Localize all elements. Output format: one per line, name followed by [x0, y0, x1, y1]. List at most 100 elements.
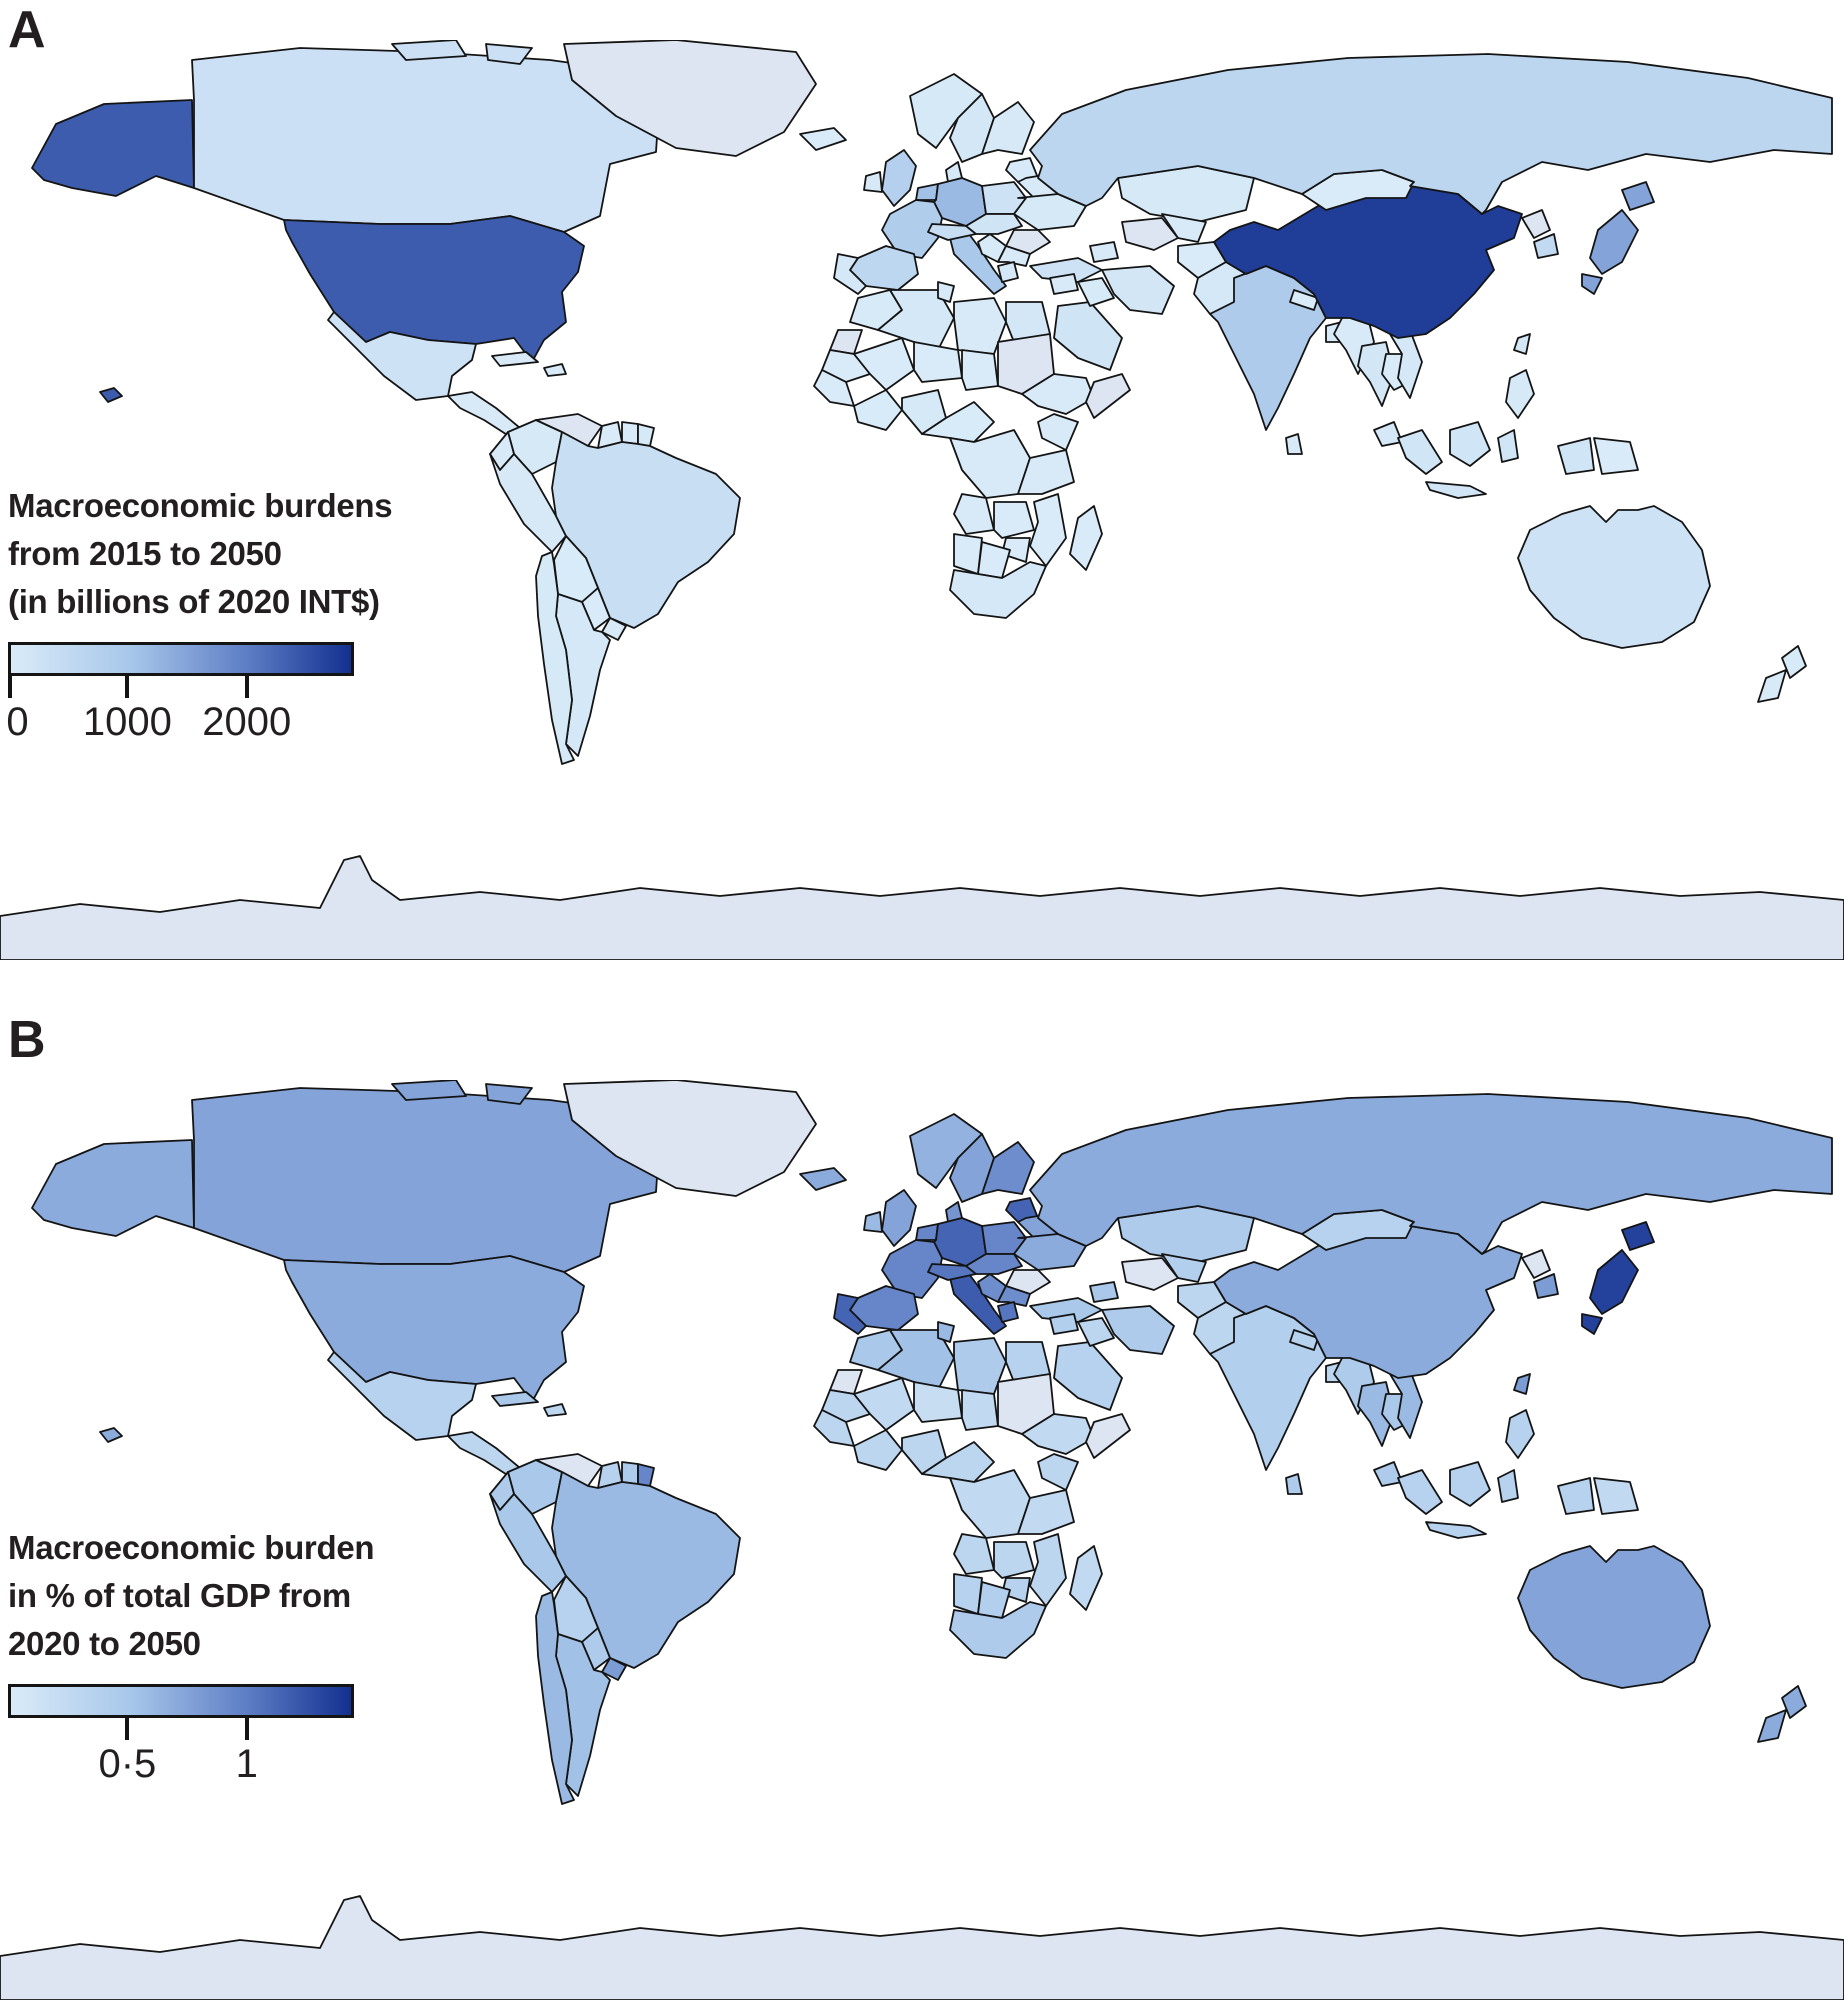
region-iceland [799, 1167, 847, 1191]
region-finland [981, 101, 1035, 155]
region-angola [953, 493, 995, 535]
region-peru [489, 1493, 567, 1593]
panel-b-label: B [8, 1011, 46, 1069]
region-cuba [491, 1391, 539, 1407]
region-nkorea [1521, 1249, 1551, 1279]
region-greenland [563, 1080, 817, 1197]
region-skorea [1533, 233, 1559, 259]
panel-b-legend: Macroeconomic burden in % of total GDP f… [8, 1524, 468, 1792]
panel-a-legend-title-line1: Macroeconomic burdens [8, 487, 393, 524]
region-turkmenistan [1121, 1257, 1179, 1291]
region-caucasus [1089, 241, 1119, 263]
panel-b-colorbar-wrap: 0·5 1 [8, 1684, 354, 1792]
region-tunisia [937, 1321, 955, 1343]
region-russia [1029, 1093, 1833, 1255]
panel-b-legend-title: Macroeconomic burden in % of total GDP f… [8, 1524, 468, 1668]
region-zambia [993, 501, 1035, 539]
region-somalia [1085, 373, 1131, 419]
region-kenya [1037, 1453, 1079, 1491]
region-japan2 [1589, 209, 1639, 275]
region-nz1 [1781, 1685, 1807, 1719]
region-chile [535, 1591, 575, 1805]
region-niger [913, 1381, 963, 1423]
region-ireland [863, 171, 883, 193]
region-somalia [1085, 1413, 1131, 1459]
region-iran [1101, 1305, 1175, 1355]
region-hispaniola [543, 363, 567, 377]
region-syria [1049, 1313, 1079, 1335]
region-netherlands [915, 183, 939, 201]
region-uk [881, 149, 917, 207]
region-namibia [953, 533, 983, 575]
region-hawaii [99, 387, 123, 403]
region-nz2 [1757, 1709, 1787, 1743]
region-arctic2 [485, 43, 533, 65]
region-romania [1005, 229, 1051, 255]
region-ethiopia [1021, 373, 1095, 415]
region-switzerland [927, 223, 977, 241]
region-tanzania [1017, 1489, 1075, 1535]
region-greece [997, 261, 1019, 283]
colorbar-tick [125, 676, 130, 698]
region-kenya [1037, 413, 1079, 451]
region-switzerland [927, 1263, 977, 1281]
region-peru [489, 453, 567, 553]
region-iraq [1077, 277, 1115, 307]
region-france [881, 1239, 943, 1299]
region-turkmenistan [1121, 217, 1179, 251]
region-guinea [853, 389, 903, 431]
region-greece [997, 1301, 1019, 1323]
region-zambia [993, 1541, 1035, 1579]
region-ethiopia [1021, 1413, 1095, 1455]
region-uzbekistan [1161, 1253, 1207, 1283]
region-sulawesi [1497, 1469, 1519, 1503]
region-nz2 [1757, 669, 1787, 703]
region-alaska [31, 1139, 195, 1237]
region-java [1425, 1521, 1487, 1539]
region-srilanka [1285, 433, 1303, 455]
region-russia [1029, 53, 1833, 215]
region-madagascar [1069, 505, 1103, 571]
region-tunisia [937, 281, 955, 303]
colorbar-tick-label: 1000 [82, 700, 172, 744]
colorbar-tick [244, 676, 249, 698]
region-frguiana [637, 423, 655, 447]
region-png [1593, 437, 1639, 475]
region-saudi [1053, 1341, 1123, 1411]
region-angola [953, 1533, 995, 1575]
region-mozambique [1029, 493, 1067, 567]
panel-a-legend-title-line2: from 2015 to 2050 [8, 535, 282, 572]
region-antarctica [0, 855, 1844, 960]
region-australia [1517, 505, 1711, 649]
region-venezuela [535, 1453, 603, 1487]
colorbar-tick-label: 1 [235, 1742, 258, 1786]
region-hawaii [99, 1427, 123, 1443]
region-japan2 [1589, 1249, 1639, 1315]
region-chile [535, 551, 575, 765]
colorbar-tick [125, 1718, 130, 1740]
colorbar-tick [244, 1718, 249, 1740]
region-japan3 [1581, 1313, 1603, 1335]
region-arctic1 [391, 1080, 467, 1101]
panel-b-colorbar-ticks: 0·5 1 [8, 1718, 354, 1792]
region-mexico [327, 1351, 477, 1441]
region-cuba [491, 351, 539, 367]
region-sumatra [1397, 1469, 1443, 1515]
region-iran [1101, 265, 1175, 315]
region-romania [1005, 1269, 1051, 1295]
region-mexico [327, 311, 477, 401]
region-saudi [1053, 301, 1123, 371]
region-suriname [621, 1461, 639, 1485]
region-png [1593, 1477, 1639, 1515]
region-senegal [813, 369, 855, 407]
region-borneo [1449, 1461, 1491, 1507]
region-mali [853, 1377, 915, 1431]
region-taiwan [1513, 1373, 1531, 1395]
region-skorea [1533, 1273, 1559, 1299]
region-nkorea [1521, 209, 1551, 239]
region-greenland [563, 40, 817, 157]
panel-a-label: A [8, 1, 46, 59]
region-uruguay [601, 1657, 627, 1681]
world-map-panel-b [0, 1080, 1844, 2000]
panel-a-legend-title: Macroeconomic burdens from 2015 to 2050 … [8, 482, 468, 626]
